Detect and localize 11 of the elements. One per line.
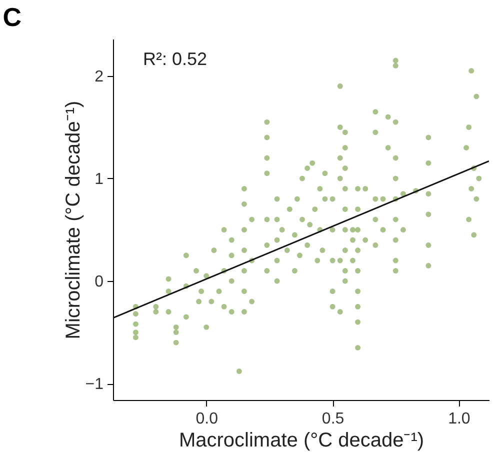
annotation: R²: 0.52 [143,49,208,69]
x-axis-title: Macroclimate (°C decade⁻¹) [178,430,424,452]
chart-title: C [2,2,22,32]
x-tick-label: 1.0 [448,410,470,428]
y-tick-label: 1 [94,170,104,188]
x-tick-label: 0.5 [322,410,344,428]
y-tick-label: 2 [94,68,104,86]
y-tick-label: 0 [94,274,104,291]
y-tick-label: −1 [85,376,104,394]
x-tick-label: 0.0 [196,410,218,428]
y-axis-title: Microclimate (°C decade⁻¹) [62,100,84,340]
